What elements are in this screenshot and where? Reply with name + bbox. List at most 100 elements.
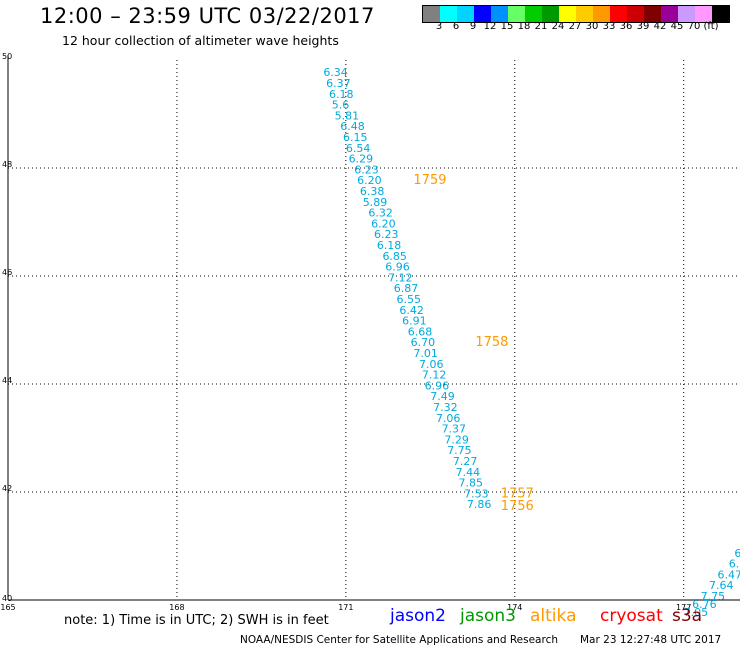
wave-height-value: 7.12 — [388, 271, 413, 284]
colorbar-swatch — [593, 6, 610, 22]
colorbar-label: 24 — [551, 21, 565, 32]
colorbar-labels: 3 6 9 12 15 18 21 24 27 30 33 36 39 42 45 70 (ft) — [422, 21, 740, 35]
colorbar-swatch — [491, 6, 508, 22]
wave-height-value: 6.23 — [354, 163, 379, 176]
wave-height-value: 7.32 — [433, 401, 458, 414]
wave-height-value: 6.20 — [371, 217, 396, 230]
wave-height-value: 6.68 — [408, 325, 433, 338]
wave-height-value: 6.15 — [343, 131, 368, 144]
wave-height-value: 7.44 — [456, 466, 481, 479]
wave-height-value: 7.75 — [447, 444, 472, 457]
colorbar-swatch — [542, 6, 559, 22]
wave-height-value: 6.85 — [382, 250, 407, 263]
colorbar-label: 21 — [534, 21, 548, 32]
colorbar-swatch — [474, 6, 491, 22]
colorbar-swatch — [457, 6, 474, 22]
wave-height-colorbar — [422, 5, 730, 23]
colorbar-swatch — [627, 6, 644, 22]
colorbar-label: 27 — [568, 21, 582, 32]
y-tick-label: 46 — [2, 268, 12, 277]
footer-timestamp: Mar 23 12:27:48 UTC 2017 — [580, 634, 722, 646]
colorbar-swatch — [525, 6, 542, 22]
y-tick-label: 48 — [2, 160, 12, 169]
pass-time-label: 1756 — [501, 499, 534, 514]
wave-height-value: 6.96 — [425, 379, 450, 392]
wave-height-value: 5.6 — [332, 99, 350, 112]
footer-credit: NOAA/NESDIS Center for Satellite Applica… — [240, 634, 558, 646]
colorbar-label: 9 — [469, 21, 477, 32]
colorbar-swatch — [440, 6, 457, 22]
wave-height-value: 7.85 — [458, 477, 483, 490]
wave-height-value: 6.70 — [411, 336, 436, 349]
page-subtitle: 12 hour collection of altimeter wave hei… — [62, 33, 339, 48]
wave-height-value: 6.23 — [374, 228, 399, 241]
satellite-legend-jason2: jason2 — [390, 606, 446, 626]
colorbar-label: (ft) — [703, 21, 719, 32]
colorbar-swatch — [508, 6, 525, 22]
colorbar-label: 12 — [483, 21, 497, 32]
colorbar-label: 70 — [687, 21, 701, 32]
wave-height-value: 5.81 — [335, 109, 360, 122]
wave-height-value: 5.89 — [363, 196, 388, 209]
wave-height-value: 6.32 — [368, 207, 393, 220]
wave-height-value: 6.18 — [329, 88, 354, 101]
colorbar-swatch — [661, 6, 678, 22]
wave-height-value: 6.29 — [349, 153, 374, 166]
colorbar-label: 39 — [636, 21, 650, 32]
wave-height-value: 6.91 — [402, 315, 427, 328]
satellite-legend-altika: altika — [530, 606, 577, 626]
colorbar-swatch — [695, 6, 712, 22]
x-tick-label: 174 — [507, 603, 522, 612]
wave-height-value: 7.06 — [436, 412, 461, 425]
pass-time-label: 1758 — [475, 335, 508, 350]
pass-time-label: 1757 — [501, 486, 534, 501]
wave-height-value: 6.37 — [326, 77, 351, 90]
wave-height-value: 7.27 — [453, 455, 478, 468]
satellite-legend-jason3: jason3 — [460, 606, 516, 626]
y-tick-label: 50 — [2, 52, 12, 61]
wave-height-value: 6.18 — [377, 239, 402, 252]
colorbar-label: 18 — [517, 21, 531, 32]
colorbar-label: 3 — [435, 21, 443, 32]
wave-height-value: 7.01 — [413, 347, 438, 360]
wave-height-value: 6.92 — [729, 558, 740, 571]
wave-height-value: 7.37 — [442, 423, 467, 436]
wave-height-value: 6.91 — [734, 547, 740, 560]
colorbar-label: 30 — [585, 21, 599, 32]
wave-height-value: 6.47 — [717, 568, 740, 581]
colorbar-label: 15 — [500, 21, 514, 32]
wave-height-value: 7.12 — [422, 369, 447, 382]
wave-height-value: 7.05 — [684, 606, 709, 619]
colorbar-label: 45 — [670, 21, 684, 32]
x-tick-label: 177 — [676, 603, 691, 612]
colorbar-swatch — [712, 6, 729, 22]
wave-height-value: 6.34 — [323, 66, 348, 79]
pass-time-label: 1759 — [413, 173, 446, 188]
colorbar-swatch — [610, 6, 627, 22]
wave-height-value: 6.42 — [399, 304, 424, 317]
page-title: 12:00 – 23:59 UTC 03/22/2017 — [40, 4, 375, 28]
x-tick-label: 165 — [0, 603, 15, 612]
wave-height-value: 6.38 — [360, 185, 385, 198]
y-tick-label: 40 — [2, 594, 12, 603]
x-tick-label: 168 — [169, 603, 184, 612]
wave-height-value: 7.86 — [467, 498, 492, 511]
footer-note: note: 1) Time is in UTC; 2) SWH is in fe… — [64, 613, 329, 628]
wave-height-value: 6.20 — [357, 174, 382, 187]
satellite-legend-s3a: s3a — [672, 606, 703, 626]
colorbar-swatch — [576, 6, 593, 22]
colorbar-label: 36 — [619, 21, 633, 32]
y-tick-label: 42 — [2, 484, 12, 493]
wave-height-value: 7.49 — [430, 390, 455, 403]
wave-height-value: 7.29 — [444, 433, 469, 446]
wave-height-value: 7.75 — [701, 590, 726, 603]
colorbar-swatch — [644, 6, 661, 22]
wave-height-value: 6.48 — [340, 120, 365, 133]
wave-height-value: 6.54 — [346, 142, 371, 155]
colorbar-label: 33 — [602, 21, 616, 32]
colorbar-label: 6 — [452, 21, 460, 32]
x-tick-label: 171 — [338, 603, 353, 612]
wave-height-value: 7.06 — [419, 358, 444, 371]
